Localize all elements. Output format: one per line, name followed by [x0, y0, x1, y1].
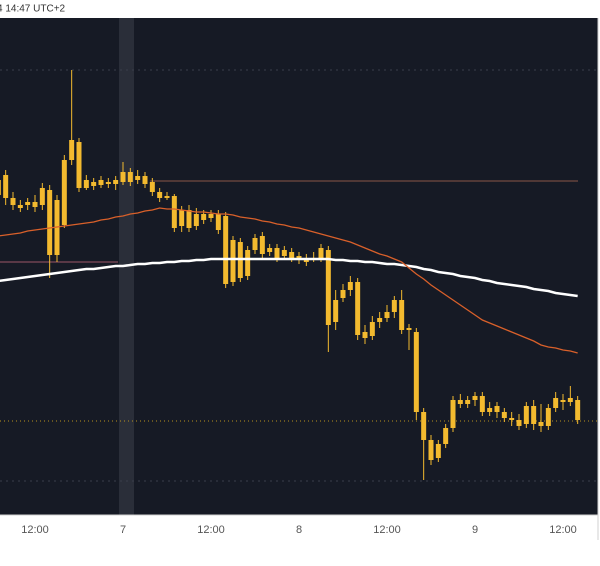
candle-body	[32, 202, 38, 207]
candle-body	[69, 140, 75, 160]
candle-body	[98, 180, 104, 185]
candle-body	[25, 202, 31, 205]
candle-body	[61, 160, 67, 225]
candle-body	[421, 412, 427, 440]
candle-body	[10, 198, 16, 205]
candle-body	[560, 400, 566, 402]
candle-body	[318, 248, 324, 258]
x-tick-label: 8	[296, 524, 302, 536]
candle-body	[157, 192, 163, 198]
candle-body	[83, 180, 89, 188]
candle-body	[347, 282, 353, 290]
candle-body	[252, 238, 258, 250]
candle-body	[267, 248, 273, 252]
candle-body	[215, 214, 221, 230]
plot-background	[0, 18, 598, 515]
candle-body	[274, 248, 280, 258]
candle-body	[567, 398, 573, 402]
candle-body	[479, 396, 485, 412]
x-tick-label: 12:00	[549, 524, 577, 536]
candle-body	[494, 406, 500, 412]
candle-body	[553, 398, 559, 408]
candle-body	[281, 250, 287, 256]
candle-body	[0, 180, 1, 195]
candle-body	[186, 210, 192, 228]
candle-body	[516, 420, 522, 426]
candle-body	[17, 205, 23, 208]
timestamp: 4 14:47 UTC+2	[0, 4, 66, 15]
moving-average-line	[0, 207, 578, 354]
candle-body	[179, 210, 185, 226]
candle-body	[208, 214, 214, 218]
candle-body	[377, 318, 383, 322]
candle-body	[406, 328, 412, 330]
candle-body	[487, 408, 493, 412]
candle-body	[340, 290, 346, 298]
candle-body	[164, 196, 170, 198]
candle-body	[113, 180, 119, 184]
candle-body	[538, 422, 544, 426]
candle-body	[531, 406, 537, 424]
candle-body	[127, 172, 133, 182]
candle-body	[47, 190, 53, 255]
candle-body	[193, 214, 199, 226]
candle-body	[450, 400, 456, 428]
candle-body	[120, 172, 126, 182]
candle-body	[39, 188, 45, 205]
candle-body	[428, 440, 434, 460]
candle-body	[171, 196, 177, 228]
candle-body	[3, 175, 9, 198]
candle-body	[362, 332, 368, 338]
candle-body	[472, 396, 478, 400]
candle-body	[149, 182, 155, 192]
candle-body	[91, 182, 97, 186]
x-tick-label: 12:00	[21, 524, 49, 536]
x-tick-label: 12:00	[197, 524, 225, 536]
candle-body	[201, 214, 207, 220]
candle-body	[135, 176, 141, 180]
candle-body	[76, 142, 82, 188]
candle-body	[457, 400, 463, 404]
candle-body	[223, 216, 229, 284]
candle-body	[105, 182, 111, 184]
candle-body	[259, 236, 265, 254]
candle-body	[355, 282, 361, 335]
candle-body	[369, 322, 375, 336]
x-tick-label: 9	[472, 524, 478, 536]
candle-body	[509, 418, 515, 420]
candle-body	[391, 300, 397, 312]
candle-body	[443, 428, 449, 444]
candle-body	[289, 252, 295, 258]
candle-body	[245, 250, 251, 276]
candle-body	[399, 300, 405, 330]
candle-body	[325, 250, 331, 325]
candle-body	[230, 240, 236, 282]
candle-body	[545, 408, 551, 426]
candle-body	[435, 444, 441, 458]
candle-body	[501, 412, 507, 418]
candle-body	[523, 406, 529, 424]
candle-body	[413, 332, 419, 412]
candle-body	[575, 400, 581, 420]
x-tick-label: 7	[120, 524, 126, 536]
candle-body	[333, 300, 339, 322]
candle-body	[465, 400, 471, 404]
moving-average-line	[0, 257, 578, 298]
x-tick-label: 12:00	[373, 524, 401, 536]
candle-body	[142, 176, 148, 184]
candle-body	[384, 312, 390, 318]
